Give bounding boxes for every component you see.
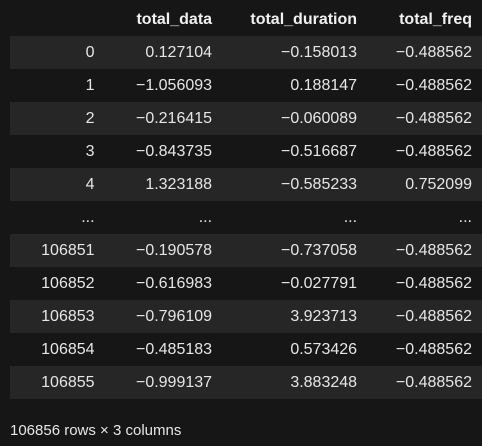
cell-total-duration: −0.060089	[280, 109, 358, 127]
column-header-total-data: total_data	[104, 3, 223, 36]
dataframe-table: total_data total_duration total_freq 0 0…	[10, 3, 482, 399]
cell-total-freq: −0.488562	[395, 307, 472, 325]
table-row: 106851 −0.190578 −0.737058 −0.488562	[10, 234, 482, 267]
row-index: 4	[85, 175, 95, 193]
table-row: 106855 −0.999137 3.883248 −0.488562	[10, 366, 482, 399]
row-index: 106854	[41, 340, 95, 358]
cell-total-freq: −0.488562	[395, 43, 472, 61]
cell-total-freq: −0.488562	[395, 373, 472, 391]
table-row: 106853 −0.796109 3.923713 −0.488562	[10, 300, 482, 333]
cell-total-freq: ...	[458, 208, 472, 226]
table-row: 4 1.323188 −0.585233 0.752099	[10, 168, 482, 201]
header-row: total_data total_duration total_freq	[10, 3, 482, 36]
cell-total-freq: −0.488562	[395, 241, 472, 259]
row-index: 106852	[41, 274, 95, 292]
table-body: 0 0.127104 −0.158013 −0.488562 1 −1.0560…	[10, 36, 482, 399]
cell-total-data: −0.485183	[135, 340, 213, 358]
cell-total-duration: 3.883248	[290, 373, 358, 391]
index-header	[10, 3, 105, 36]
cell-total-data: −0.999137	[135, 373, 213, 391]
cell-total-data: −0.190578	[135, 241, 213, 259]
table-row: 106852 −0.616983 −0.027791 −0.488562	[10, 267, 482, 300]
cell-total-data: −1.056093	[135, 76, 213, 94]
cell-total-data: 0.127104	[145, 43, 213, 61]
table-header: total_data total_duration total_freq	[10, 3, 482, 36]
cell-total-duration: −0.027791	[280, 274, 358, 292]
cell-total-freq: −0.488562	[395, 340, 472, 358]
dataframe-shape-caption: 106856 rows × 3 columns	[10, 422, 182, 439]
row-index: ...	[81, 208, 95, 226]
row-index: 0	[85, 43, 95, 61]
cell-total-freq: −0.488562	[395, 274, 472, 292]
row-index: 106851	[41, 241, 95, 259]
cell-total-freq: 0.752099	[405, 175, 472, 193]
row-index: 3	[85, 142, 95, 160]
row-index: 1	[85, 76, 95, 94]
cell-total-duration: 0.573426	[290, 340, 358, 358]
cell-total-freq: −0.488562	[395, 109, 472, 127]
ellipsis-row: ... ... ... ...	[10, 201, 482, 234]
cell-total-data: −0.616983	[135, 274, 213, 292]
row-index: 106855	[41, 373, 95, 391]
row-index: 2	[85, 109, 95, 127]
table-row: 2 −0.216415 −0.060089 −0.488562	[10, 102, 482, 135]
cell-total-data: ...	[198, 208, 213, 226]
cell-total-data: −0.796109	[135, 307, 213, 325]
column-header-total-duration: total_duration	[222, 3, 368, 36]
cell-total-duration: −0.585233	[280, 175, 358, 193]
cell-total-duration: 0.188147	[290, 76, 358, 94]
table-row: 106854 −0.485183 0.573426 −0.488562	[10, 333, 482, 366]
cell-total-duration: ...	[343, 208, 358, 226]
column-header-total-freq: total_freq	[367, 3, 482, 36]
cell-total-duration: −0.158013	[280, 43, 358, 61]
table-row: 0 0.127104 −0.158013 −0.488562	[10, 36, 482, 69]
cell-total-freq: −0.488562	[395, 76, 472, 94]
cell-total-duration: 3.923713	[290, 307, 358, 325]
table-row: 1 −1.056093 0.188147 −0.488562	[10, 69, 482, 102]
cell-total-data: −0.216415	[135, 109, 213, 127]
table-row: 3 −0.843735 −0.516687 −0.488562	[10, 135, 482, 168]
row-index: 106853	[41, 307, 95, 325]
cell-total-data: −0.843735	[135, 142, 213, 160]
cell-total-freq: −0.488562	[395, 142, 472, 160]
cell-total-duration: −0.516687	[280, 142, 358, 160]
cell-total-duration: −0.737058	[280, 241, 358, 259]
cell-total-data: 1.323188	[145, 175, 213, 193]
